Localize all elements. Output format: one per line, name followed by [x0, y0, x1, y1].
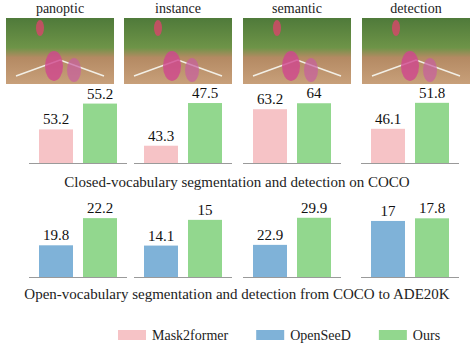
player-mask: [304, 58, 318, 82]
player-mask: [154, 20, 162, 36]
bar: [415, 103, 449, 163]
bars: [371, 218, 449, 277]
baseline: [361, 277, 459, 278]
data-label: 51.8: [419, 85, 445, 101]
player-mask: [282, 51, 300, 81]
player-mask: [67, 58, 81, 82]
bars: [39, 104, 117, 163]
legend-swatch: [379, 330, 407, 340]
player-mask: [36, 20, 44, 36]
image-background: [6, 18, 114, 84]
baseline: [29, 163, 127, 164]
player-mask: [185, 58, 199, 82]
legend-label: Ours: [413, 328, 440, 343]
data-labels: 22.9 29.9: [257, 200, 327, 243]
panel-title: detection: [390, 1, 441, 16]
panel-title: semantic: [272, 1, 322, 16]
data-labels: 46.1 51.8: [375, 85, 445, 127]
bars: [253, 103, 331, 163]
data-label: 47.5: [192, 85, 218, 101]
legend-swatch: [256, 330, 284, 340]
caption: Closed-vocabulary segmentation and detec…: [64, 174, 410, 190]
bar: [371, 129, 405, 163]
bar: [39, 129, 73, 163]
data-labels: 19.8 22.2: [43, 200, 113, 243]
data-label: 15: [198, 202, 213, 218]
caption: Open-vocabulary segmentation and detecti…: [24, 286, 449, 302]
data-label: 17: [381, 203, 397, 219]
bars: [144, 103, 222, 163]
baseline: [134, 277, 232, 278]
bar: [253, 109, 287, 163]
data-labels: 17 17.8: [381, 200, 446, 219]
image-background: [124, 18, 232, 84]
data-label: 19.8: [43, 227, 69, 243]
image-background: [243, 18, 351, 84]
data-label: 43.3: [148, 128, 174, 144]
image-placeholder: [243, 18, 351, 84]
bar: [253, 245, 287, 277]
data-label: 14.1: [148, 228, 174, 244]
bar: [144, 146, 178, 163]
figure: panoptic 53.2 55.2 instance 43.3 47.5 semantic…: [0, 0, 474, 353]
bar: [188, 220, 222, 277]
baseline: [243, 163, 341, 164]
legend-label: Mask2former: [152, 328, 229, 343]
bar: [297, 103, 331, 163]
bar: [415, 218, 449, 277]
bars: [144, 220, 222, 277]
bars: [39, 218, 117, 277]
data-label: 63.2: [257, 91, 283, 107]
player-mask: [401, 51, 419, 81]
data-label: 22.2: [87, 200, 113, 216]
legend-swatch: [118, 330, 146, 340]
image-placeholder: [6, 18, 114, 84]
image-placeholder: [362, 18, 470, 84]
player-mask: [45, 51, 63, 81]
data-labels: 43.3 47.5: [148, 85, 218, 144]
data-labels: 63.2 64: [257, 85, 322, 107]
data-label: 46.1: [375, 111, 401, 127]
data-label: 64: [307, 85, 323, 101]
bar: [371, 221, 405, 277]
data-label: 29.9: [301, 200, 327, 216]
legend-label: OpenSeeD: [290, 328, 351, 343]
data-label: 22.9: [257, 227, 283, 243]
legend: Mask2former OpenSeeD Ours: [118, 328, 440, 343]
bar: [39, 245, 73, 277]
panel-title: panoptic: [36, 1, 84, 16]
baseline: [29, 277, 127, 278]
player-mask: [163, 51, 181, 81]
baseline: [243, 277, 341, 278]
player-mask: [392, 20, 400, 36]
bar: [188, 103, 222, 163]
data-labels: 14.1 15: [148, 202, 213, 244]
player-mask: [273, 20, 281, 36]
data-label: 55.2: [87, 86, 113, 102]
bar: [83, 104, 117, 163]
data-label: 17.8: [419, 200, 445, 216]
bar: [297, 218, 331, 277]
image-background: [362, 18, 470, 84]
baseline: [361, 163, 459, 164]
player-mask: [423, 58, 437, 82]
bar: [144, 246, 178, 277]
baseline: [134, 163, 232, 164]
bars: [371, 103, 449, 163]
data-labels: 53.2 55.2: [43, 86, 113, 128]
data-label: 53.2: [43, 111, 69, 127]
bar: [83, 218, 117, 277]
bars: [253, 218, 331, 277]
panel-title: instance: [155, 1, 201, 16]
image-placeholder: [124, 18, 232, 84]
